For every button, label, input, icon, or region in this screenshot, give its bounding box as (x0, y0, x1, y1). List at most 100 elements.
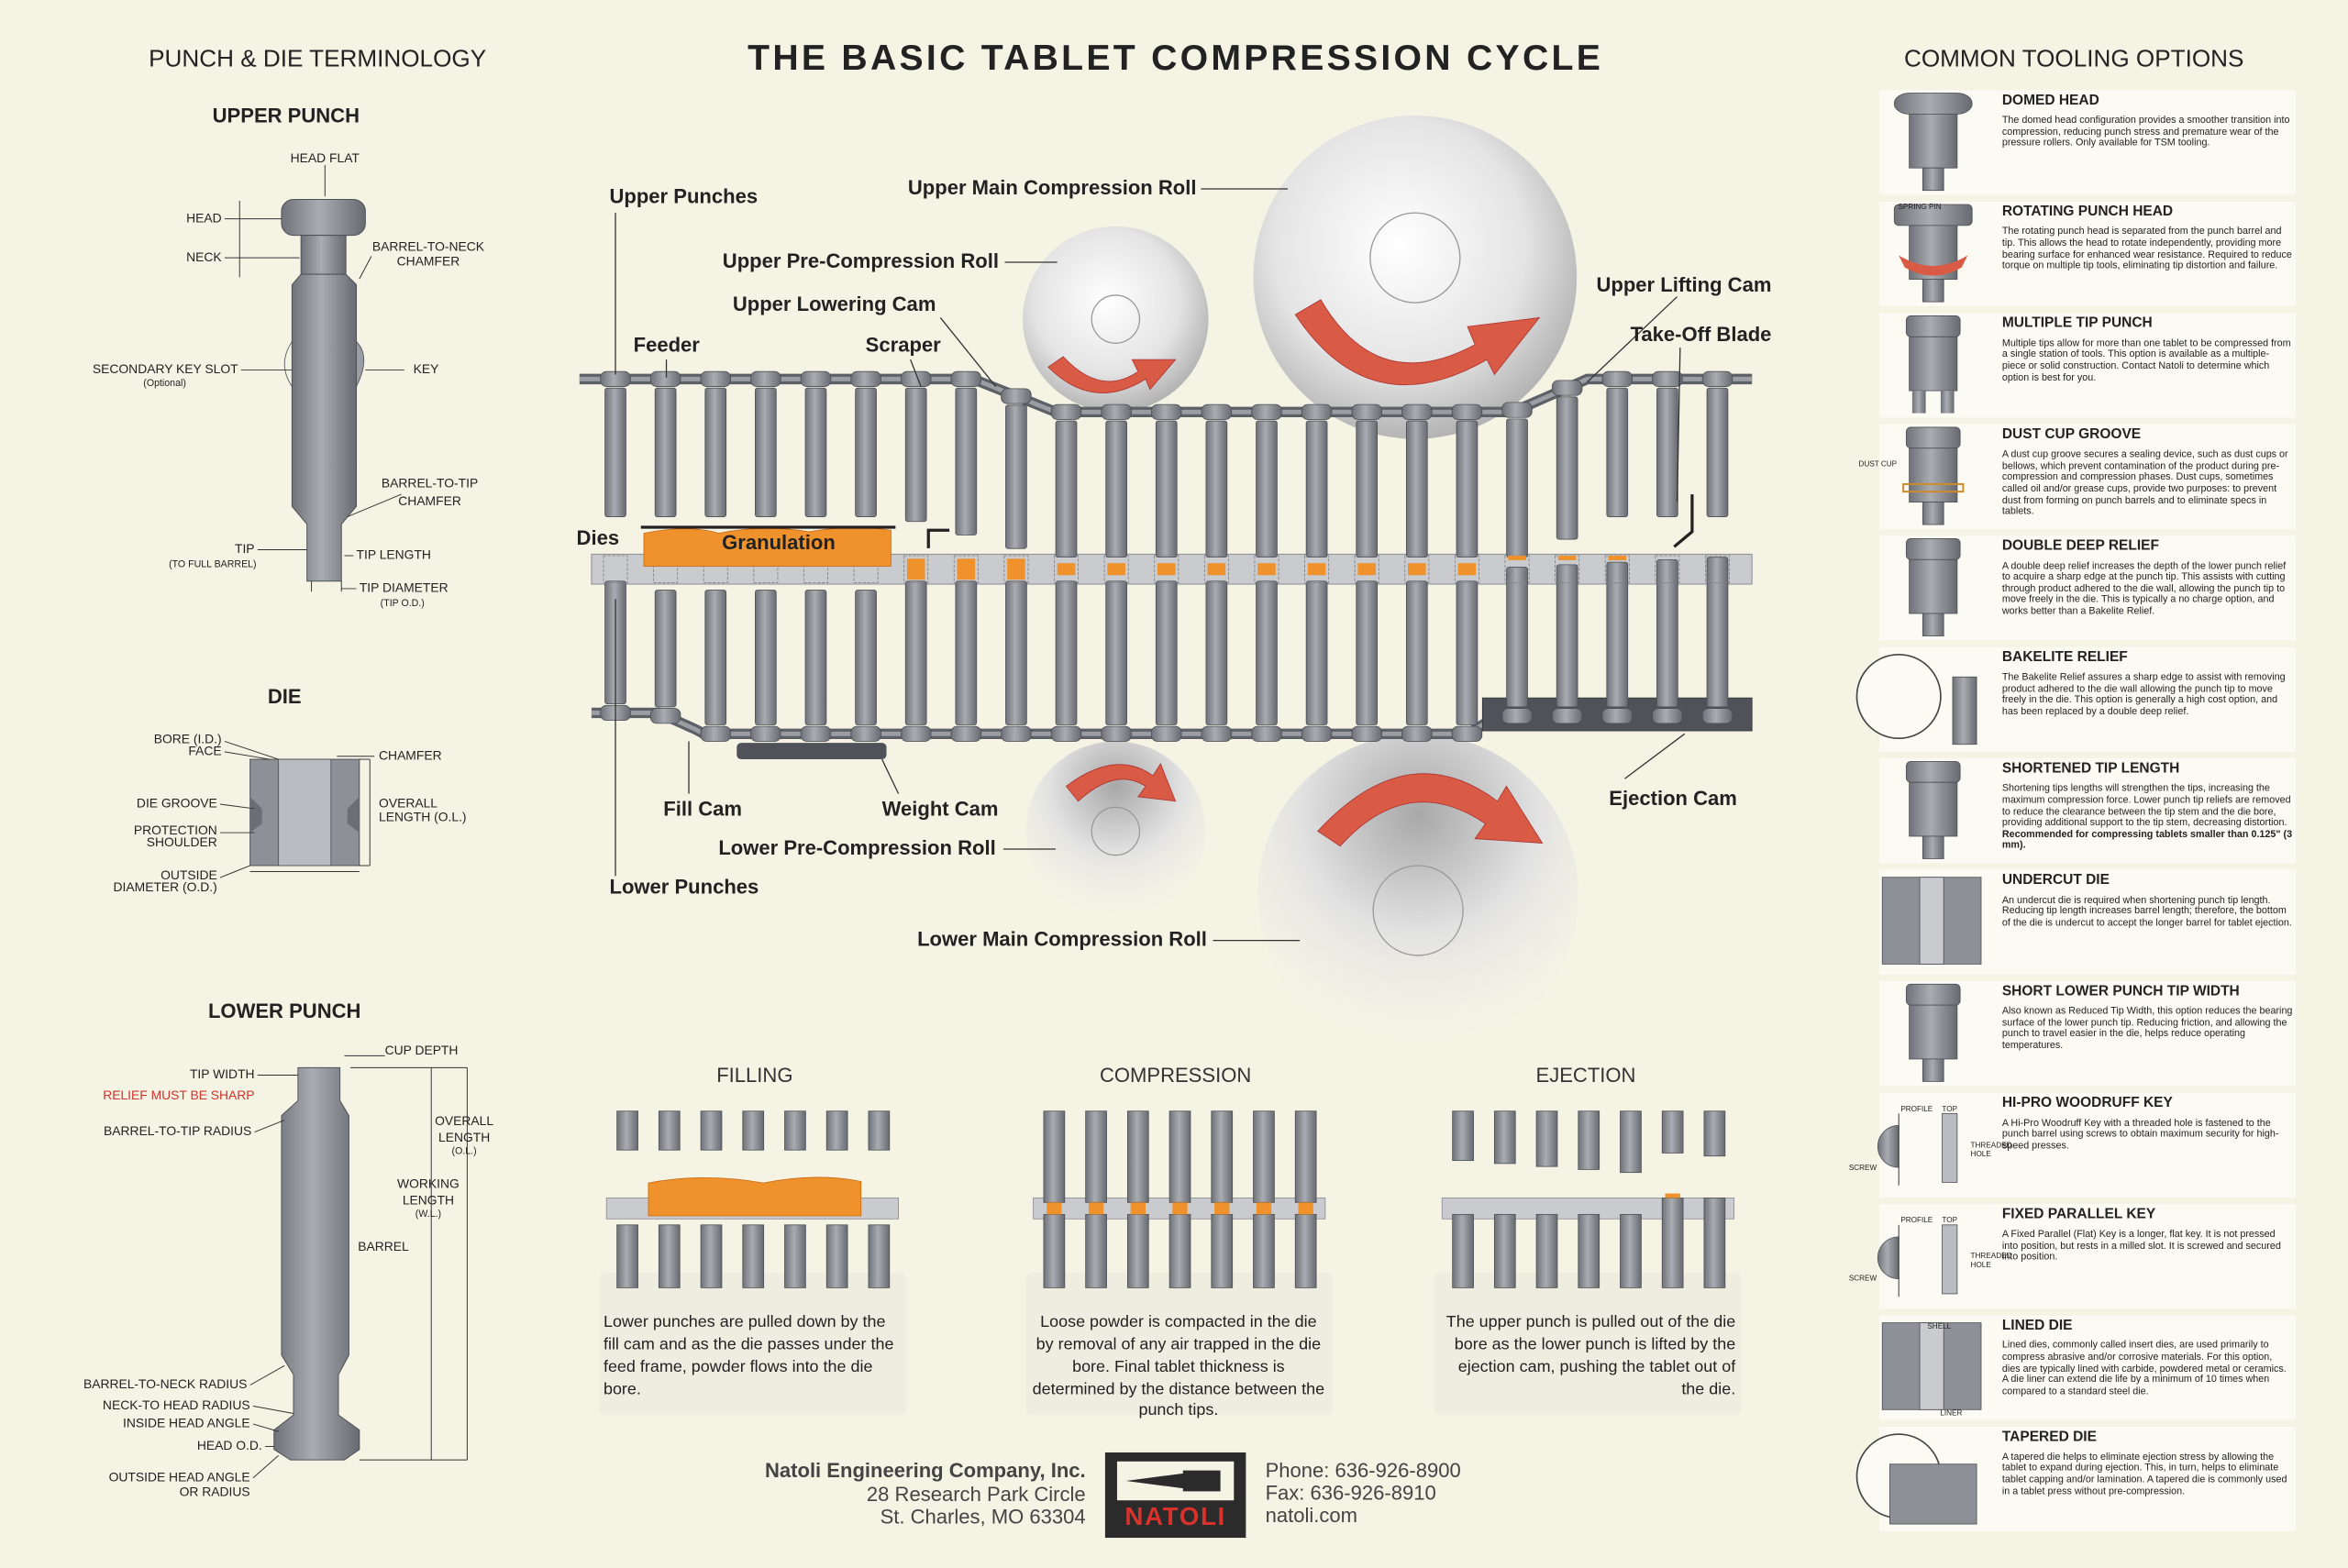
lower-punch (955, 580, 978, 725)
lower-punch (1256, 580, 1278, 725)
punch (1493, 1110, 1516, 1165)
punch-head (1905, 760, 1961, 783)
upper-punch (1155, 420, 1178, 558)
key-slot (283, 341, 293, 387)
punch-head (1251, 403, 1282, 420)
punch (825, 1110, 848, 1151)
punch-head (850, 370, 881, 387)
leader-line (224, 741, 279, 760)
machine-label: Granulation (722, 531, 836, 554)
stage-title: COMPRESSION (1100, 1064, 1251, 1087)
punch-head (1351, 403, 1382, 420)
paragraph: A dust cup groove secures a sealing devi… (2002, 449, 2293, 517)
lower-punch (1055, 580, 1078, 725)
punch-head (649, 708, 681, 724)
machine-label: Lower Main Compression Roll (917, 927, 1207, 950)
text-block: Lower punches are pulled down by the fil… (604, 1313, 893, 1397)
upper-punch (604, 387, 626, 517)
die-station (1054, 555, 1079, 583)
punch-head (281, 198, 366, 237)
text-block: A tapered die helps to eliminate ejectio… (2002, 1452, 2293, 1497)
diagram-title: DIE (268, 685, 302, 708)
label: LENGTH (O.L.) (379, 809, 467, 823)
punch (1294, 1213, 1317, 1288)
rotation-arrow (1317, 773, 1544, 847)
punch-head (1701, 708, 1733, 724)
lower-punch (804, 590, 827, 725)
callout: HOLE (1971, 1150, 1992, 1158)
leader-line (1587, 296, 1678, 383)
label: SHOULDER (147, 834, 217, 849)
tablet (957, 558, 976, 580)
punch-head (1401, 725, 1433, 742)
tablet (1047, 1202, 1062, 1215)
label: (O.L.) (452, 1146, 477, 1157)
rotation-arrow (1047, 356, 1177, 393)
punch-head (1050, 725, 1082, 742)
label: CHAMFER (379, 747, 442, 762)
label: OUTSIDE (161, 867, 217, 882)
tablet (1665, 1193, 1680, 1198)
leader-line (347, 493, 402, 518)
punch (658, 1110, 681, 1151)
tablet (1608, 556, 1627, 560)
label: DIE GROOVE (137, 796, 217, 811)
key (356, 340, 365, 387)
section-heading: COMMON TOOLING OPTIONS (1904, 45, 2243, 72)
punch-head (1905, 315, 1961, 337)
punch (1253, 1110, 1275, 1203)
text-block: The Bakelite Relief assures a sharp edge… (2002, 672, 2286, 717)
punch-head (1905, 538, 1961, 560)
callout: PROFILE (1900, 1105, 1933, 1113)
text: The domed head configuration provides a … (2001, 116, 2290, 149)
punch (1126, 1110, 1149, 1203)
punch-head (700, 370, 731, 387)
text: A double deep relief increases the depth… (2001, 560, 2287, 617)
punch (700, 1110, 723, 1151)
die-station (1103, 555, 1129, 583)
punch-barrel (1909, 781, 1958, 837)
tip (1922, 502, 1944, 525)
die-station (1454, 555, 1479, 583)
label: BARREL-TO-NECK RADIUS (83, 1376, 247, 1391)
key-profile (1877, 1236, 1899, 1280)
lower-punch (855, 590, 877, 725)
punch-head (1905, 426, 1961, 449)
text: A Hi-Pro Woodruff Key with a threaded ho… (2001, 1118, 2279, 1152)
text-block: A dust cup groove secures a sealing devi… (2002, 449, 2293, 517)
label: BARREL-TO-TIP RADIUS (104, 1123, 251, 1138)
machine-label: Lower Pre-Compression Roll (718, 836, 995, 859)
paragraph: A tapered die helps to eliminate ejectio… (2002, 1452, 2293, 1497)
dust-cup (1902, 483, 1965, 493)
contact-line: natoli.com (1266, 1504, 1357, 1527)
punch (1703, 1110, 1726, 1157)
callout: DUST CUP (1859, 460, 1898, 469)
lower-punch (755, 590, 777, 725)
lower-punch (1005, 580, 1027, 725)
callout: LINER (1940, 1409, 1962, 1418)
label: FACE (188, 744, 221, 758)
punch-head (700, 725, 731, 742)
option-title: DOUBLE DEEP RELIEF (2002, 538, 2159, 554)
machine-label: Take-Off Blade (1631, 323, 1772, 346)
logo-text: NATOLI (1124, 1502, 1226, 1530)
label: (TIP O.D.) (381, 598, 425, 609)
roll-hub (1091, 294, 1141, 344)
punch-head (1001, 725, 1032, 742)
text-block: A Hi-Pro Woodruff Key with a threaded ho… (2001, 1118, 2279, 1152)
label: OVERALL (435, 1113, 493, 1128)
punch-barrel (1909, 1004, 1958, 1060)
punch (784, 1224, 806, 1288)
tablet (1256, 1202, 1272, 1215)
die-section (1889, 1463, 1977, 1525)
company-name: Natoli Engineering Company, Inc. (765, 1459, 1086, 1482)
punch (742, 1110, 765, 1151)
machine-label: Feeder (634, 333, 701, 356)
leader-line (252, 1454, 279, 1479)
stage-title: FILLING (716, 1064, 792, 1087)
option-title: LINED DIE (2002, 1318, 2073, 1333)
lower-punch (1356, 580, 1379, 725)
tip (1940, 391, 1955, 414)
punch (742, 1224, 765, 1288)
machine-label: Scraper (866, 333, 941, 356)
